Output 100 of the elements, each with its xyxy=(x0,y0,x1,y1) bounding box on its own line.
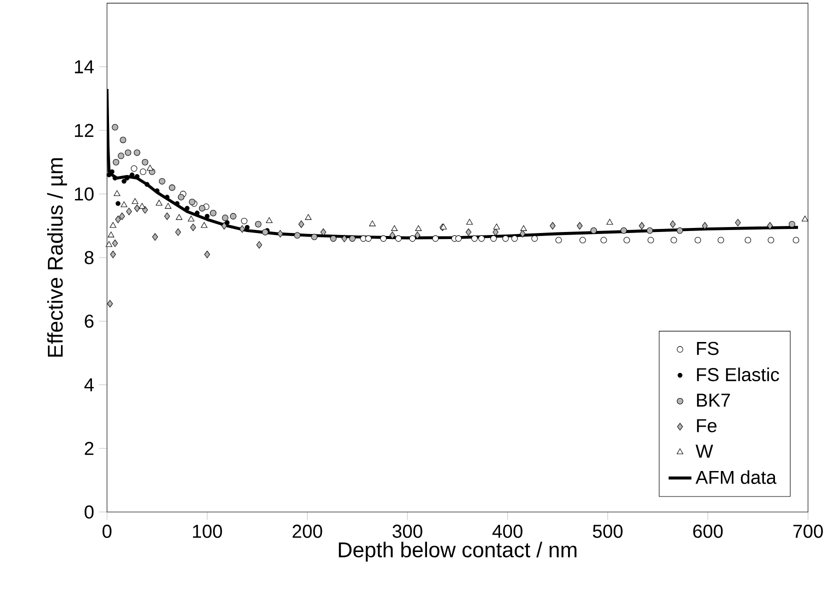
point xyxy=(311,234,318,240)
point xyxy=(110,222,116,228)
point xyxy=(198,205,206,212)
point xyxy=(116,201,120,206)
point xyxy=(178,194,184,200)
point xyxy=(119,212,125,220)
point xyxy=(590,227,597,234)
point xyxy=(134,149,140,156)
point xyxy=(320,228,326,236)
point xyxy=(138,202,146,209)
point xyxy=(134,204,140,212)
point xyxy=(112,176,118,180)
point xyxy=(768,236,774,244)
point xyxy=(118,152,124,160)
point xyxy=(349,235,356,242)
point xyxy=(600,236,607,244)
point xyxy=(230,213,236,220)
legend-label: BK7 xyxy=(697,394,730,407)
point xyxy=(221,222,228,230)
point xyxy=(471,235,478,242)
point xyxy=(520,230,526,238)
point xyxy=(222,214,228,222)
point xyxy=(466,218,473,225)
point xyxy=(520,225,527,231)
point xyxy=(380,235,387,242)
point xyxy=(415,225,422,231)
point xyxy=(369,220,376,226)
point xyxy=(493,224,500,230)
point xyxy=(341,234,348,242)
point xyxy=(409,235,416,242)
point xyxy=(130,165,138,172)
point xyxy=(184,206,190,211)
point xyxy=(244,224,250,230)
point xyxy=(670,236,678,244)
x-tick-label: 600 xyxy=(693,524,723,538)
point xyxy=(255,220,262,228)
y-tick-label: 12 xyxy=(74,124,94,137)
x-tick-label: 100 xyxy=(193,524,222,538)
point xyxy=(606,218,613,225)
point xyxy=(146,164,154,171)
point xyxy=(767,222,773,230)
point xyxy=(305,214,312,220)
point xyxy=(802,216,808,222)
point xyxy=(112,240,118,248)
point xyxy=(224,220,230,226)
y-tick-label: 14 xyxy=(74,60,94,74)
y-axis-title: Effective Radius / µm xyxy=(47,158,68,357)
point xyxy=(414,232,420,240)
point xyxy=(175,228,181,236)
x-axis-title: Depth below contact / nm xyxy=(338,542,576,562)
point xyxy=(579,236,586,244)
point xyxy=(550,222,556,230)
point xyxy=(555,236,562,244)
point xyxy=(164,212,170,220)
point xyxy=(106,172,112,178)
point xyxy=(466,228,472,236)
point xyxy=(158,178,166,184)
point xyxy=(120,136,126,144)
point xyxy=(210,210,216,216)
point xyxy=(455,235,462,242)
legend-label: Fe xyxy=(697,419,716,432)
point xyxy=(106,241,112,247)
x-tick-label: 200 xyxy=(292,524,322,538)
y-tick-label: 2 xyxy=(84,442,94,455)
point xyxy=(190,224,196,232)
point xyxy=(126,208,132,216)
point xyxy=(502,235,509,242)
point xyxy=(294,232,300,239)
point xyxy=(107,300,113,308)
legend-label: W xyxy=(696,444,714,458)
point xyxy=(204,250,210,258)
point xyxy=(194,210,200,216)
point xyxy=(638,222,645,230)
point xyxy=(492,228,498,236)
point xyxy=(122,178,126,184)
point xyxy=(432,235,439,242)
point xyxy=(156,200,162,206)
point xyxy=(262,228,268,236)
legend-label: FS Elastic xyxy=(697,368,780,382)
point xyxy=(239,225,246,233)
legend-label: AFM data xyxy=(696,470,776,484)
point xyxy=(152,233,158,241)
point xyxy=(256,241,262,249)
point xyxy=(788,220,796,228)
point xyxy=(204,214,210,219)
point xyxy=(115,216,121,224)
point xyxy=(132,198,138,204)
point xyxy=(176,214,182,220)
y-tick-label: 10 xyxy=(74,187,94,201)
point xyxy=(110,169,114,174)
point xyxy=(648,236,654,244)
point xyxy=(298,220,304,228)
point xyxy=(140,168,146,175)
point xyxy=(330,235,337,242)
point xyxy=(395,235,402,242)
x-tick-label: 300 xyxy=(392,524,422,538)
y-tick-label: 4 xyxy=(84,378,94,392)
point xyxy=(792,236,800,244)
point xyxy=(114,190,120,196)
point xyxy=(735,218,741,226)
